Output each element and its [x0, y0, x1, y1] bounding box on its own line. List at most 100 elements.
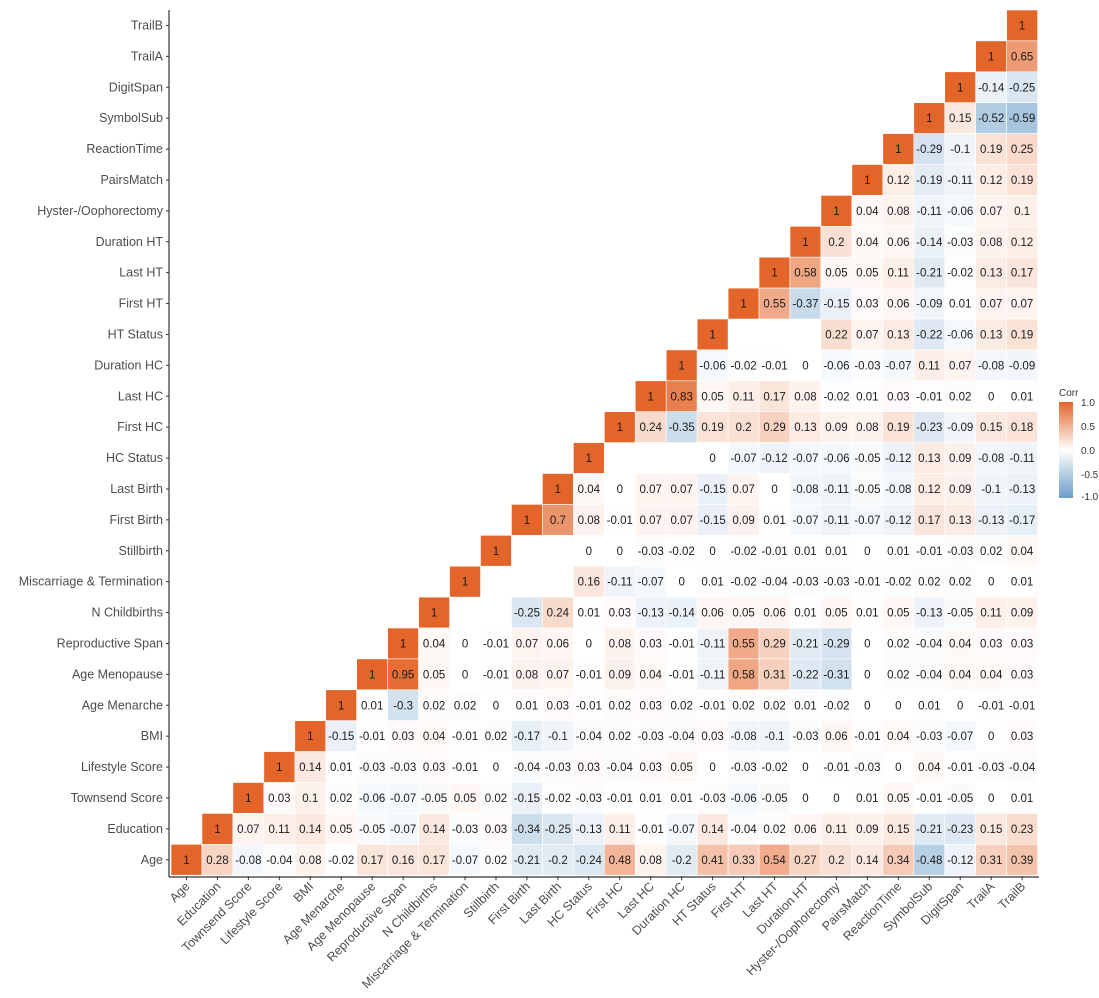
cell-value-label: -0.05 [421, 793, 447, 805]
cell-value-label: 0.05 [825, 268, 847, 280]
cell-value-label: 0.01 [794, 700, 816, 712]
cell-value-label: 0.17 [361, 855, 383, 867]
cell-value-label: -0.03 [792, 577, 818, 589]
cell-value-label: 0.17 [918, 515, 940, 527]
cell-value-label: 1 [369, 669, 375, 681]
cell-value-label: 1 [864, 175, 870, 187]
cell-value-label: -0.11 [700, 669, 725, 681]
cell-value-label: 0.07 [670, 484, 692, 496]
cell-value-label: -0.02 [328, 855, 354, 867]
cell-value-label: 0.31 [763, 669, 785, 681]
cell-value-label: 0.09 [1011, 608, 1033, 620]
cell-value-label: -0.13 [1009, 484, 1035, 496]
cell-value-label: 0.08 [856, 422, 878, 434]
cell-value-label: -0.37 [792, 299, 818, 311]
cell-value-label: -0.1 [765, 731, 785, 743]
cell-value-label: -0.07 [947, 731, 973, 743]
cell-value-label: 0.05 [887, 793, 909, 805]
cell-value-label: 0.11 [609, 824, 631, 836]
cell-value-label: -0.01 [669, 669, 695, 681]
cell-value-label: 0.01 [763, 515, 785, 527]
cell-value-label: 1 [524, 515, 530, 527]
cell-value-label: 0.13 [887, 329, 909, 341]
cell-value-label: -0.21 [916, 268, 942, 280]
cell-value-label: -0.11 [824, 484, 849, 496]
cell-value-label: 0.02 [454, 700, 476, 712]
cell-value-label: 0.13 [918, 453, 940, 465]
cell-value-label: -0.04 [1009, 762, 1036, 774]
cell-value-label: 0.02 [887, 669, 909, 681]
cell-value-label: 1 [245, 793, 251, 805]
cell-value-label: 0.27 [794, 855, 816, 867]
cell-value-label: 0.01 [670, 793, 692, 805]
cell-value-label: 0.04 [949, 669, 972, 681]
cell-value-label: 1 [771, 268, 777, 280]
cell-value-label: -0.03 [452, 824, 478, 836]
y-tick-label: Stillbirth [119, 544, 164, 558]
y-tick-label: N Childbirths [91, 606, 163, 620]
cell-value-label: -0.12 [761, 453, 787, 465]
cell-value-label: 0.08 [980, 237, 1002, 249]
cell-value-label: -0.01 [916, 391, 942, 403]
cell-value-label: -0.01 [916, 793, 942, 805]
legend-tick: 1.0 [1081, 398, 1095, 409]
x-tick-label: Age [167, 879, 193, 905]
cell-value-label: -0.04 [916, 669, 943, 681]
cell-value-label: 0.01 [887, 546, 909, 558]
cell-value-label: 0.02 [949, 391, 971, 403]
cell-value-label: 1 [1019, 20, 1025, 32]
cell-value-label: -0.06 [700, 360, 726, 372]
legend-colorbar [1059, 402, 1073, 498]
cell-value-label: -0.08 [730, 731, 756, 743]
cell-value-label: 0.07 [516, 638, 538, 650]
cell-value-label: 0.04 [980, 669, 1003, 681]
cell-value-label: -0.25 [514, 608, 540, 620]
cell-value-label: 0.03 [640, 762, 662, 774]
cell-value-label: 0.2 [828, 855, 844, 867]
cell-value-label: 1 [400, 638, 406, 650]
cell-value-label: 0.11 [733, 391, 755, 403]
cell-value-label: -0.01 [576, 700, 602, 712]
cell-value-label: -0.04 [761, 577, 788, 589]
cell-value-label: 1 [493, 546, 499, 558]
cell-value-label: -0.07 [452, 855, 478, 867]
cell-value-label: 0.95 [392, 669, 414, 681]
y-tick-label: First HT [119, 297, 164, 311]
cell-value-label: 0.2 [828, 237, 844, 249]
legend-tick: -1.0 [1081, 492, 1099, 503]
cell-value-label: -0.25 [545, 824, 571, 836]
heatmap-cells [171, 10, 1038, 875]
cell-value-label: 0.02 [980, 546, 1002, 558]
cell-value-label: -0.24 [576, 855, 603, 867]
cell-value-label: 0.14 [299, 762, 322, 774]
cell-value-label: 0.03 [392, 731, 414, 743]
cell-value-label: -0.17 [1009, 515, 1035, 527]
cell-value-label: -0.05 [359, 824, 385, 836]
cell-value-label: -0.03 [823, 577, 849, 589]
cell-value-label: -0.03 [854, 762, 880, 774]
cell-value-label: 0.04 [578, 484, 601, 496]
cell-value-label: 1 [678, 360, 684, 372]
cell-value-label: 1 [462, 577, 468, 589]
cell-value-label: 0 [802, 360, 808, 372]
y-tick-label: Last HT [119, 266, 163, 280]
cell-value-label: -0.04 [730, 824, 757, 836]
cell-value-label: 0.02 [670, 700, 692, 712]
cell-value-label: 0.15 [887, 824, 909, 836]
cell-value-label: -0.11 [917, 206, 942, 218]
cell-value-label: 0.09 [949, 484, 971, 496]
cell-value-label: -0.01 [761, 546, 787, 558]
cell-value-label: -0.13 [576, 824, 602, 836]
cell-value-label: 0.07 [640, 484, 662, 496]
cell-value-label: 0.06 [763, 608, 785, 620]
y-tick-label: DigitSpan [109, 80, 163, 94]
cell-value-label: 0 [709, 546, 715, 558]
cell-value-label: -0.01 [483, 638, 509, 650]
cell-value-label: 0.04 [949, 638, 972, 650]
cell-value-label: 1 [802, 237, 808, 249]
cell-value-label: -0.03 [730, 762, 756, 774]
cell-value-label: 0.05 [825, 608, 847, 620]
cell-value-label: 1 [338, 700, 344, 712]
cell-value-label: -0.01 [669, 638, 695, 650]
cell-value-label: -0.02 [885, 577, 911, 589]
